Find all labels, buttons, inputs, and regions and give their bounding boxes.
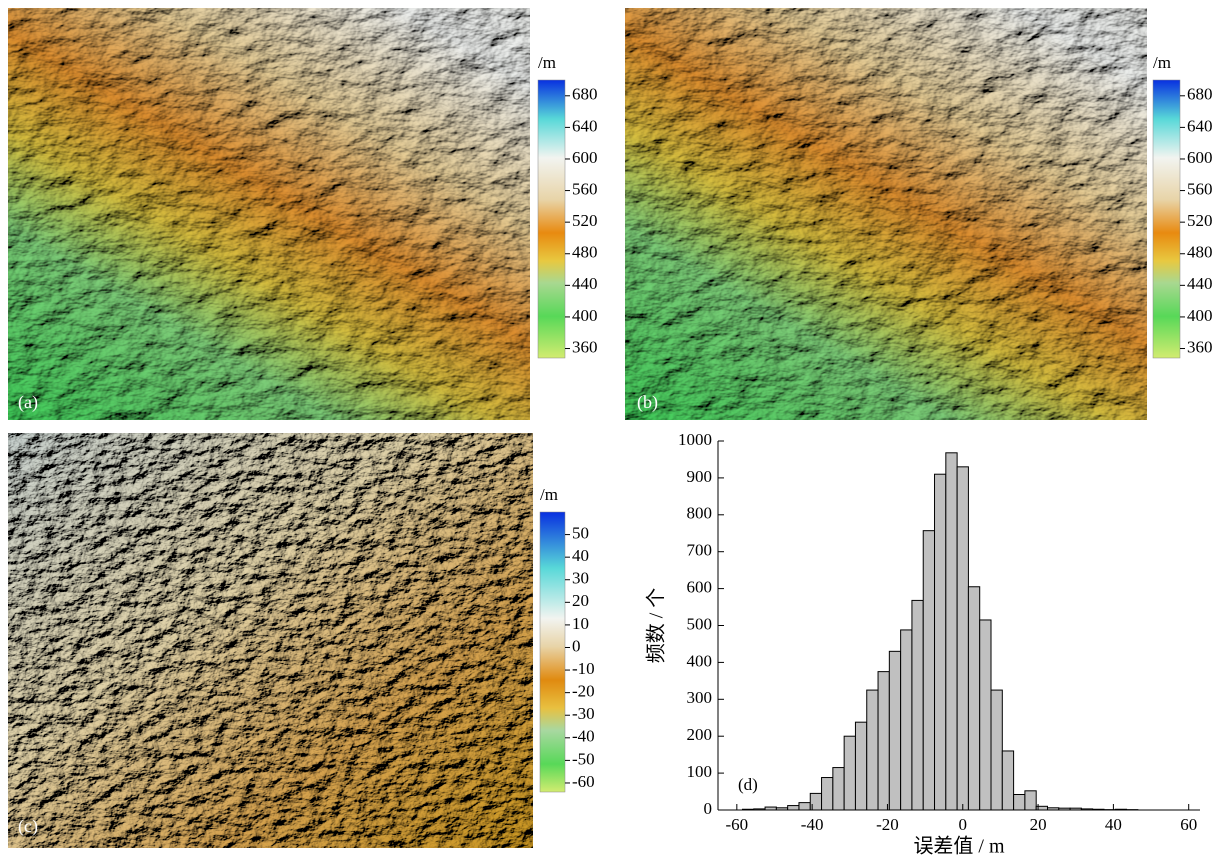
y-tick-label: 200 (687, 725, 713, 744)
y-tick-label: 400 (687, 651, 713, 670)
panel-label: (c) (18, 816, 38, 837)
y-axis-label: 频数 / 个 (645, 588, 668, 664)
colorbar-tick-label: 640 (572, 116, 598, 135)
y-tick-label: 0 (704, 799, 713, 818)
bar (867, 690, 878, 810)
y-tick-label: 1000 (678, 430, 712, 449)
panel-label: (d) (738, 775, 758, 794)
colorbar-tick-label: 440 (1187, 274, 1213, 293)
x-tick-label: -20 (876, 815, 899, 834)
colorbar-unit: /m (538, 53, 556, 72)
y-tick-label: 600 (687, 578, 713, 597)
bar (855, 722, 866, 810)
x-tick-label: 20 (1030, 815, 1047, 834)
colorbar-tick-label: 360 (1187, 337, 1213, 356)
y-tick-label: 100 (687, 762, 713, 781)
x-tick-label: 0 (959, 815, 968, 834)
colorbar-tick-label: 520 (572, 211, 598, 230)
x-tick-label: -60 (725, 815, 748, 834)
bar (912, 600, 923, 810)
dem-image (8, 8, 530, 420)
colorbar-unit: /m (1153, 53, 1171, 72)
x-axis-label: 误差值 / m (913, 835, 1005, 858)
colorbar-tick-label: 440 (572, 274, 598, 293)
bar (980, 620, 991, 810)
panel-label: (a) (18, 392, 38, 413)
bar (946, 453, 957, 810)
colorbar-tick-label: 600 (1187, 148, 1213, 167)
colorbar-tick-label: 520 (1187, 211, 1213, 230)
bar (844, 736, 855, 810)
x-tick-label: 60 (1180, 815, 1197, 834)
colorbar-tick-label: 0 (572, 636, 581, 655)
colorbar-tick-label: 480 (572, 243, 598, 262)
colorbar-tick-label: 480 (1187, 243, 1213, 262)
y-tick-label: 900 (687, 467, 713, 486)
y-tick-label: 300 (687, 688, 713, 707)
bar (1014, 795, 1025, 810)
bar (957, 467, 968, 810)
colorbar-tick-label: 560 (572, 179, 598, 198)
colorbar-tick-label: 400 (572, 306, 598, 325)
difference-image (8, 433, 533, 848)
colorbar-tick-label: 360 (572, 337, 598, 356)
colorbar-tick-label: 50 (572, 523, 589, 542)
colorbar-tick-label: -60 (572, 772, 595, 791)
figure: (a) (b) (c) /m36040044048052056060064068… (0, 0, 1216, 858)
colorbar-tick-label: -10 (572, 659, 595, 678)
colorbar-tick-label: 30 (572, 569, 589, 588)
bar (968, 587, 979, 810)
bar (1025, 791, 1036, 810)
x-tick-label: 40 (1105, 815, 1122, 834)
bar (901, 630, 912, 810)
colorbar-tick-label: -30 (572, 704, 595, 723)
panel-label: (b) (637, 392, 658, 413)
colorbar-tick-label: -40 (572, 727, 595, 746)
colorbar-tick-label: 560 (1187, 179, 1213, 198)
colorbar-unit: /m (540, 485, 558, 504)
colorbar-tick-label: 40 (572, 546, 589, 565)
colorbar-tick-label: 600 (572, 148, 598, 167)
bar (822, 778, 833, 810)
dem-image (625, 8, 1147, 420)
x-tick-label: -40 (801, 815, 824, 834)
colorbar-tick-label: -50 (572, 749, 595, 768)
bar (1002, 751, 1013, 810)
colorbar-tick-label: 20 (572, 591, 589, 610)
colorbar-tick-label: 400 (1187, 306, 1213, 325)
bar (935, 474, 946, 810)
y-tick-label: 700 (687, 541, 713, 560)
bar (788, 806, 799, 810)
colorbar (538, 80, 565, 358)
colorbar-tick-label: -20 (572, 682, 595, 701)
colorbar (540, 512, 565, 792)
colorbar-tick-label: 680 (1187, 85, 1213, 104)
y-tick-label: 500 (687, 614, 713, 633)
colorbar-tick-label: 640 (1187, 116, 1213, 135)
bar (878, 672, 889, 810)
bar (833, 768, 844, 810)
bar (889, 651, 900, 810)
colorbar-tick-label: 680 (572, 85, 598, 104)
bar (991, 690, 1002, 810)
colorbar (1153, 80, 1180, 358)
colorbar-tick-label: 10 (572, 614, 589, 633)
bar (799, 803, 810, 810)
bar (923, 531, 934, 810)
y-tick-label: 800 (687, 504, 713, 523)
